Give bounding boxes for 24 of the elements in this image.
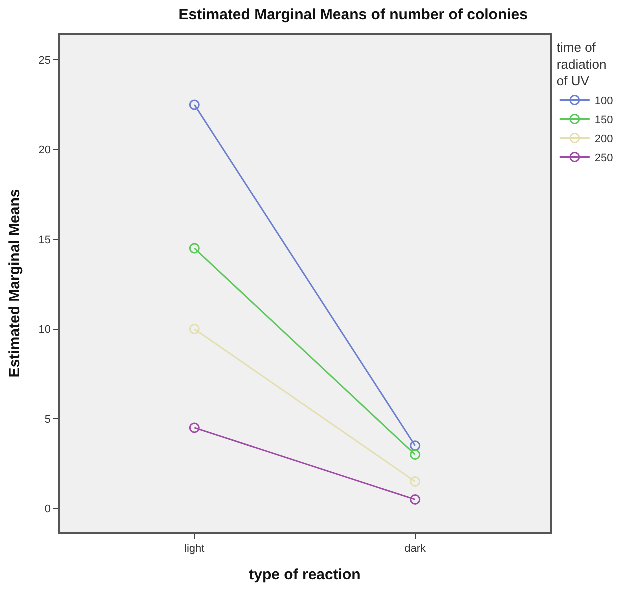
- y-tick-label: 25: [38, 54, 52, 67]
- y-axis-title: Estimated Marginal Means: [6, 189, 24, 378]
- y-tick-label: 0: [44, 504, 52, 516]
- point: [410, 476, 421, 488]
- point: [410, 440, 421, 452]
- point: [189, 100, 200, 110]
- point: [189, 422, 200, 434]
- y-tick-label: 20: [38, 144, 52, 157]
- point: [410, 494, 421, 505]
- legend-label: 200: [594, 133, 614, 146]
- point: [410, 450, 421, 460]
- y-tick-label: 15: [38, 234, 52, 246]
- y-tick-label: 10: [38, 324, 52, 336]
- point: [189, 243, 200, 254]
- chart-title: Estimated Marginal Means of number of colonies: [178, 6, 528, 24]
- legend-title: time of radiation of UV: [556, 40, 607, 89]
- legend-label: 250: [594, 152, 614, 164]
- x-tick-label: light: [184, 542, 205, 555]
- legend-label: 100: [594, 95, 614, 108]
- x-axis-title: type of reaction: [249, 566, 361, 584]
- x-tick-label: dark: [404, 542, 427, 555]
- legend-label: 150: [594, 114, 614, 126]
- point: [189, 324, 200, 334]
- y-tick-label: 5: [44, 414, 52, 426]
